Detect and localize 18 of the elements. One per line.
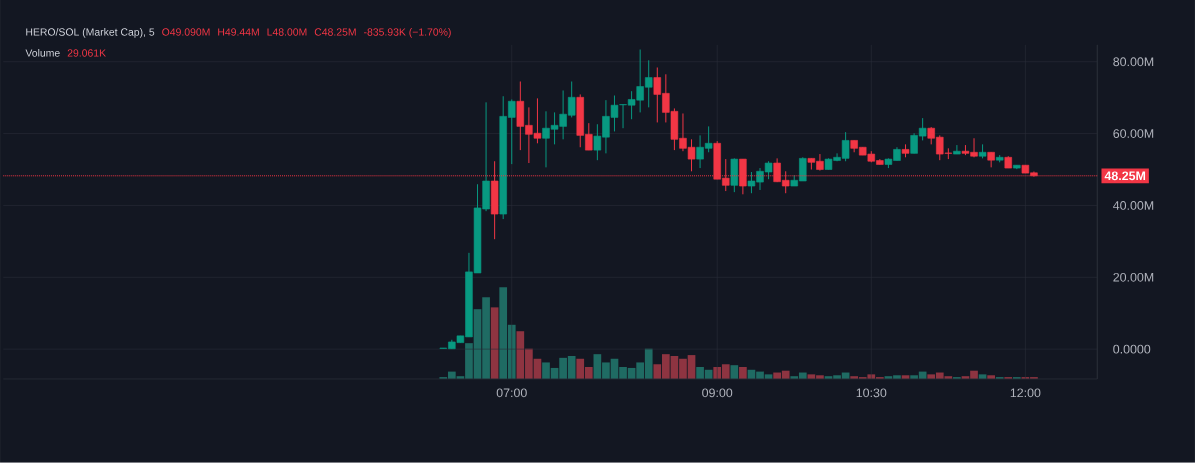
y-tick-label: 40.00M xyxy=(1113,201,1154,210)
text: L48.00M xyxy=(267,28,307,36)
chart-title: HERO/SOL (Market Cap), 5 xyxy=(26,28,155,38)
x-tick-label: 07:00 xyxy=(496,388,527,398)
text: H49.44M xyxy=(218,28,259,36)
text: O49.090M xyxy=(162,28,210,36)
text: -835.93K (−1.70%) xyxy=(364,28,451,38)
x-tick-label: 09:00 xyxy=(702,388,733,398)
y-tick-label: 60.00M xyxy=(1113,129,1154,139)
chart-title: Volume xyxy=(25,49,60,57)
y-tick-label: 20.00M xyxy=(1113,273,1154,282)
y-tick-label: 80.00M xyxy=(1113,57,1154,67)
y-tick-label: 0.0000 xyxy=(1113,344,1151,354)
x-tick-label: 10:30 xyxy=(856,388,887,398)
annotation: 29.061K xyxy=(67,49,106,57)
ref-line-label: 48.25M xyxy=(1104,171,1146,181)
text: C48.25M xyxy=(314,28,356,36)
x-tick-label: 12:00 xyxy=(1010,388,1041,398)
